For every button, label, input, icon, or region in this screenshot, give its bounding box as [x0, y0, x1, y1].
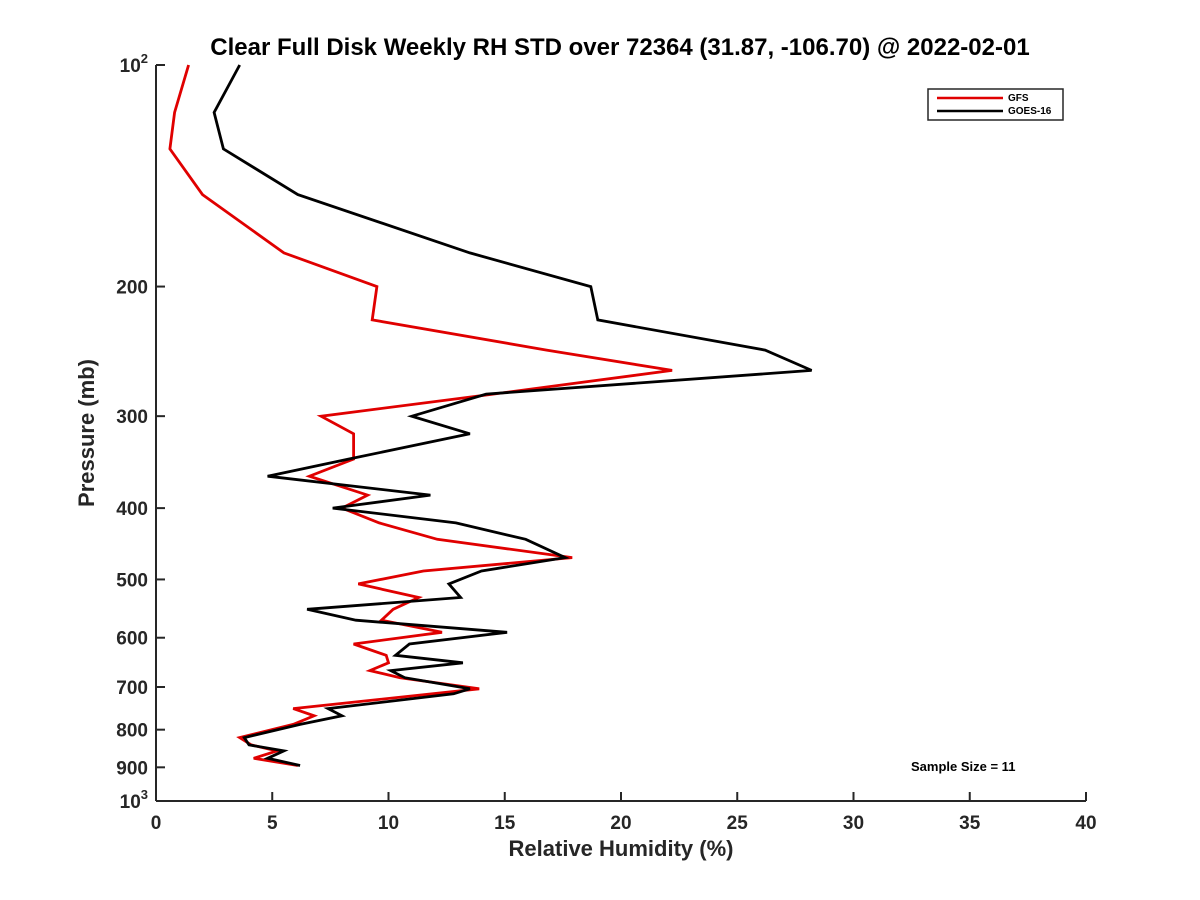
x-axis-label: Relative Humidity (%) [509, 836, 734, 861]
legend-label-gfs: GFS [1008, 93, 1029, 104]
y-tick-label: 900 [116, 758, 148, 779]
plot-axes [155, 65, 1086, 802]
x-tick-label: 0 [151, 813, 162, 834]
y-tick-label: 103 [120, 787, 148, 813]
x-tick-label: 25 [727, 813, 749, 834]
x-tick-label: 35 [959, 813, 981, 834]
y-ticks: 102 200 300 400 500 600 700 800 900 103 [116, 51, 165, 813]
chart-title: Clear Full Disk Weekly RH STD over 72364… [210, 34, 1029, 61]
y-tick-label: 300 [116, 407, 148, 428]
legend: GFS GOES-16 [927, 88, 1064, 121]
y-tick-label: 600 [116, 629, 148, 650]
x-tick-label: 5 [267, 813, 278, 834]
legend-label-goes16: GOES-16 [1008, 106, 1052, 117]
series-line-gfs [168, 64, 673, 767]
x-tick-label: 30 [843, 813, 864, 834]
series-line-goes16 [212, 64, 813, 767]
y-tick-label: 200 [116, 278, 148, 299]
y-tick-label: 400 [116, 499, 148, 520]
x-tick-label: 20 [610, 813, 631, 834]
series-layer [168, 64, 813, 767]
y-tick-label: 700 [116, 678, 148, 699]
y-tick-label: 102 [120, 51, 148, 77]
legend-box [927, 88, 1064, 121]
y-axis-label: Pressure (mb) [74, 359, 99, 507]
x-ticks: 0 5 10 15 20 25 30 35 40 [151, 792, 1097, 834]
y-tick-label: 500 [116, 570, 148, 591]
x-tick-label: 10 [378, 813, 399, 834]
y-tick-label: 800 [116, 721, 148, 742]
x-tick-label: 40 [1075, 813, 1096, 834]
sample-size-annotation: Sample Size = 11 [911, 759, 1015, 774]
x-tick-label: 15 [494, 813, 516, 834]
